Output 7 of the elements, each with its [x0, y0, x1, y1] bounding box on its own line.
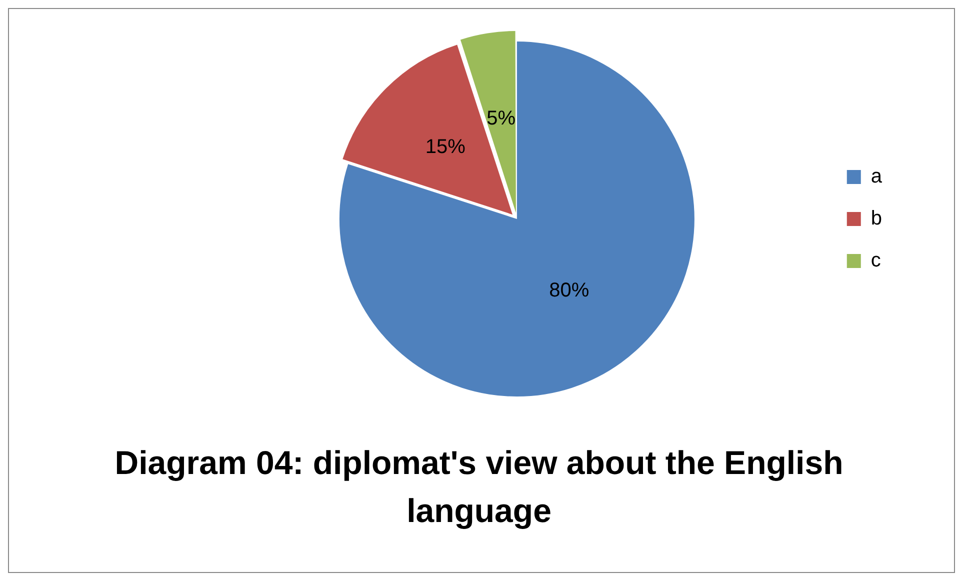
text: Diagram 04: diplomat's view about the English language: [114, 443, 844, 531]
data-label: 15%: [425, 136, 466, 158]
legend-label: c: [870, 250, 881, 272]
legend-label: b: [870, 208, 882, 230]
data-label: 80%: [549, 279, 590, 302]
legend-label: a: [870, 166, 883, 188]
data-label: 5%: [486, 108, 516, 130]
